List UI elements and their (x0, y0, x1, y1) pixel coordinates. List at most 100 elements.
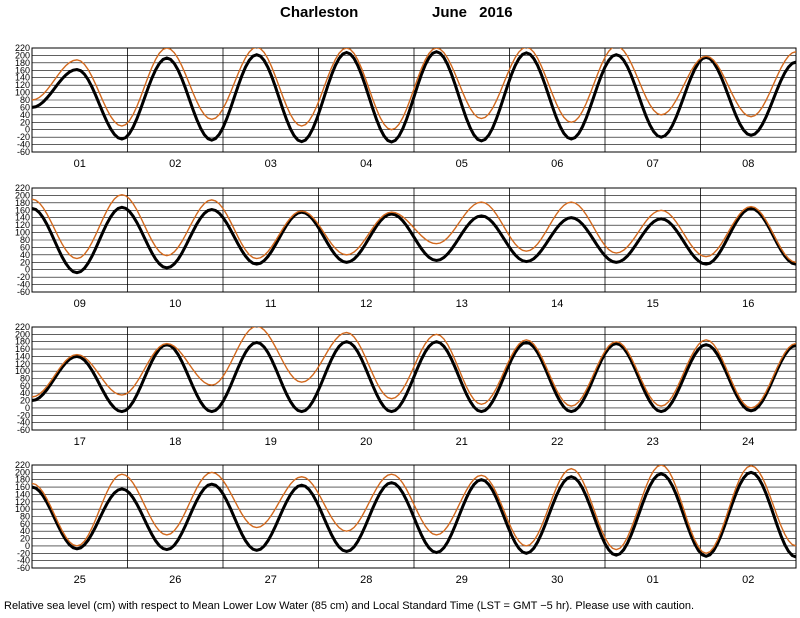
y-tick-label: 60 (20, 381, 30, 391)
footer-caption: Relative sea level (cm) with respect to … (4, 600, 695, 612)
observed-tide-line (32, 327, 796, 409)
y-tick-label: 20 (20, 534, 30, 544)
y-tick-label: 180 (15, 475, 30, 485)
y-tick-label: -60 (17, 147, 30, 157)
y-tick-label: 140 (15, 213, 30, 223)
y-tick-label: 40 (20, 526, 30, 536)
panel-frame (31, 187, 797, 293)
day-label: 18 (169, 436, 181, 448)
predicted-tide-line (32, 50, 796, 144)
day-label: 10 (169, 298, 181, 310)
y-tick-label: 120 (15, 80, 30, 90)
y-tick-label: 220 (15, 460, 30, 470)
y-tick-label: 180 (15, 198, 30, 208)
y-tick-label: 0 (25, 265, 30, 275)
chart-title: Charleston June 2016 (0, 4, 800, 26)
y-tick-label: -40 (17, 418, 30, 428)
day-label: 03 (265, 158, 277, 170)
y-tick-label: 180 (15, 337, 30, 347)
day-label: 22 (551, 436, 563, 448)
y-tick-label: 100 (15, 504, 30, 514)
panel-frame (31, 326, 797, 431)
y-tick-label: 120 (15, 359, 30, 369)
day-label: 09 (74, 298, 86, 310)
day-label: 06 (551, 158, 563, 170)
y-tick-label: 120 (15, 497, 30, 507)
y-tick-label: -40 (17, 280, 30, 290)
month-year: June 2016 (432, 4, 513, 21)
day-label: 12 (360, 298, 372, 310)
predicted-tide-line (32, 470, 796, 559)
observed-tide-line (32, 193, 796, 263)
day-label: 01 (647, 574, 659, 586)
day-label: 25 (74, 574, 86, 586)
y-tick-label: 60 (20, 102, 30, 112)
y-tick-label: 0 (25, 403, 30, 413)
y-tick-label: 60 (20, 519, 30, 529)
station-name: Charleston (280, 4, 359, 21)
day-label: 04 (360, 158, 372, 170)
y-tick-label: 20 (20, 257, 30, 267)
day-label: 08 (742, 158, 754, 170)
y-tick-label: 80 (20, 235, 30, 245)
y-tick-label: -20 (17, 548, 30, 558)
y-tick-label: 100 (15, 228, 30, 238)
y-tick-label: 160 (15, 65, 30, 75)
day-label: 13 (456, 298, 468, 310)
y-tick-label: 100 (15, 88, 30, 98)
y-tick-label: 80 (20, 374, 30, 384)
y-tick-label: -40 (17, 556, 30, 566)
day-label: 26 (169, 574, 181, 586)
panel-frame (31, 464, 797, 569)
day-label: 24 (742, 436, 754, 448)
y-tick-label: 60 (20, 242, 30, 252)
y-tick-label: 160 (15, 344, 30, 354)
y-tick-label: -60 (17, 287, 30, 297)
day-label: 01 (74, 158, 86, 170)
day-label: 30 (551, 574, 563, 586)
day-label: 07 (647, 158, 659, 170)
day-label: 27 (265, 574, 277, 586)
y-tick-label: 200 (15, 190, 30, 200)
y-tick-label: -20 (17, 132, 30, 142)
observed-tide-line (32, 48, 796, 131)
y-tick-label: -20 (17, 272, 30, 282)
y-tick-label: -20 (17, 410, 30, 420)
y-tick-label: 80 (20, 95, 30, 105)
y-tick-label: 20 (20, 117, 30, 127)
day-label: 21 (456, 436, 468, 448)
y-tick-label: 100 (15, 366, 30, 376)
y-tick-label: 200 (15, 329, 30, 339)
day-label: 02 (169, 158, 181, 170)
predicted-tide-line (32, 340, 796, 414)
day-label: 11 (265, 298, 276, 310)
y-tick-label: 140 (15, 489, 30, 499)
y-tick-label: 40 (20, 110, 30, 120)
day-label: 23 (647, 436, 659, 448)
day-label: 16 (742, 298, 754, 310)
y-tick-label: 140 (15, 351, 30, 361)
y-tick-label: -60 (17, 425, 30, 435)
day-label: 02 (742, 574, 754, 586)
y-tick-label: 120 (15, 220, 30, 230)
y-tick-label: 20 (20, 396, 30, 406)
y-tick-label: 80 (20, 512, 30, 522)
observed-tide-line (32, 465, 796, 555)
day-label: 14 (551, 298, 563, 310)
y-tick-label: 40 (20, 388, 30, 398)
y-tick-label: 0 (25, 541, 30, 551)
y-tick-label: 40 (20, 250, 30, 260)
y-tick-label: 160 (15, 205, 30, 215)
y-tick-label: 220 (15, 322, 30, 332)
y-tick-label: 140 (15, 73, 30, 83)
day-label: 28 (360, 574, 372, 586)
y-tick-label: -40 (17, 140, 30, 150)
day-label: 05 (456, 158, 468, 170)
y-tick-label: 180 (15, 58, 30, 68)
day-label: 17 (74, 436, 86, 448)
day-label: 15 (647, 298, 659, 310)
y-tick-label: 220 (15, 43, 30, 53)
y-tick-label: 200 (15, 467, 30, 477)
y-tick-label: 0 (25, 125, 30, 135)
